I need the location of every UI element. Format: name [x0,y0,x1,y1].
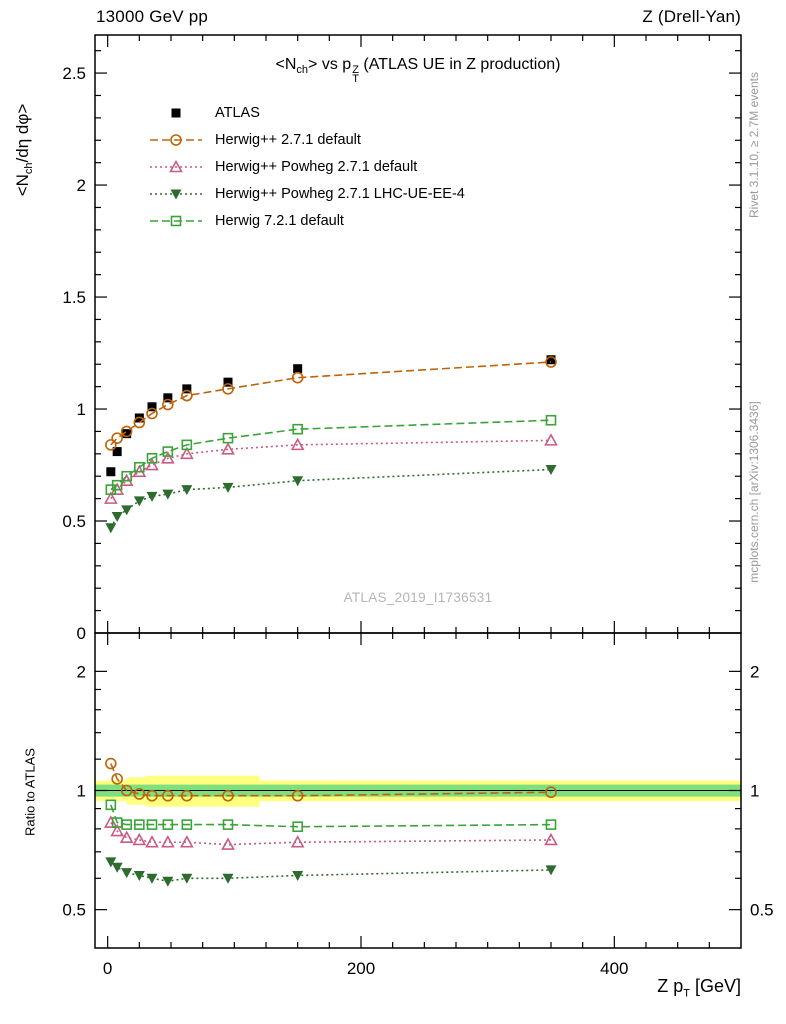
title-sub-t: T [352,73,359,85]
svg-text:0: 0 [103,959,112,978]
ylabel-pre: <N [12,174,32,197]
axis-ticks [95,35,741,948]
title-text: <N [275,56,297,73]
legend-label: Herwig++ Powheg 2.7.1 LHC-UE-EE-4 [215,186,465,202]
xlabel-post: [GeV] [689,976,741,996]
legend-label: Herwig 7.2.1 default [215,213,344,229]
series-herwig-2-7-1-default [105,356,557,802]
axis-tick-labels: 0 0.5 1 1.5 2 2.5 0.5 0.5 1 1 2 2 0 200 400 [62,64,773,978]
svg-text:2: 2 [750,662,759,681]
svg-text:1: 1 [77,400,86,419]
analysis-id-watermark: ATLAS_2019_I1736531 [343,590,493,605]
svg-text:2: 2 [77,176,86,195]
legend-label: Herwig++ 2.7.1 default [215,132,361,148]
legend-item-herwig-7-2-1-default: Herwig 7.2.1 default [148,210,465,232]
title-sup-z: Z [352,64,359,76]
ylabel-post: /dη dφ> [12,103,32,163]
ylabel-sub-ch: ch [23,162,36,175]
rivet-version-note: Rivet 3.1.10, ≥ 2.7M events [747,72,761,218]
legend-item-atlas: ATLAS [148,102,465,124]
herwig-powheg-2-7-1-lhc-ue-ee-4-marker-icon [150,189,202,200]
svg-text:400: 400 [600,959,628,978]
legend-label: Herwig++ Powheg 2.7.1 default [215,159,418,175]
herwig-2-7-1-default-marker-icon [150,134,202,146]
herwig-powheg-2-7-1-default-marker-icon [150,159,202,173]
xlabel-sub-t: T [683,987,690,1000]
series-herwig-powheg-2-7-1-lhc-ue-ee-4 [105,465,557,887]
herwig-7-2-1-default-marker-icon [150,215,202,227]
legend-label: ATLAS [215,105,260,121]
title-sub-ch: ch [296,64,309,77]
svg-text:2.5: 2.5 [62,64,86,83]
legend: ATLAS Herwig++ 2.7.1 default Herwig++ Powh… [148,102,465,232]
svg-text:0.5: 0.5 [62,901,86,920]
legend-item-herwig-powheg-2-7-1-lhc-ue-ee-4: Herwig++ Powheg 2.7.1 LHC-UE-EE-4 [148,183,465,205]
y-axis-label-main: <Nch/dη dφ> [13,104,35,197]
svg-text:0: 0 [77,624,86,643]
svg-text:1.5: 1.5 [62,288,86,307]
series-herwig-7-2-1-default [105,414,557,833]
mcplots-reference-note: mcplots.cern.ch [arXiv:1306.3436] [747,401,761,583]
svg-text:200: 200 [347,959,375,978]
process-label: Z (Drell-Yan) [642,7,741,26]
svg-text:1: 1 [77,782,86,801]
legend-item-herwig-2-7-1-default: Herwig++ 2.7.1 default [148,129,465,151]
x-axis-label: Z pT [GeV] [657,976,741,1000]
y-axis-label-ratio: Ratio to ATLAS [22,748,38,836]
series-atlas [106,355,556,477]
title-post: (ATLAS UE in Z production) [358,56,561,73]
xlabel-pre: Z p [657,976,684,996]
svg-text:1: 1 [750,782,759,801]
svg-text:0.5: 0.5 [62,512,86,531]
svg-text:0.5: 0.5 [750,901,774,920]
svg-text:2: 2 [77,662,86,681]
ratio-uncertainty-bands [95,775,741,807]
title-mid: > vs p [308,56,352,73]
beam-energy-label: 13000 GeV pp [96,7,209,26]
atlas-marker-icon [171,108,181,118]
legend-item-herwig-powheg-2-7-1-default: Herwig++ Powheg 2.7.1 default [148,156,465,178]
